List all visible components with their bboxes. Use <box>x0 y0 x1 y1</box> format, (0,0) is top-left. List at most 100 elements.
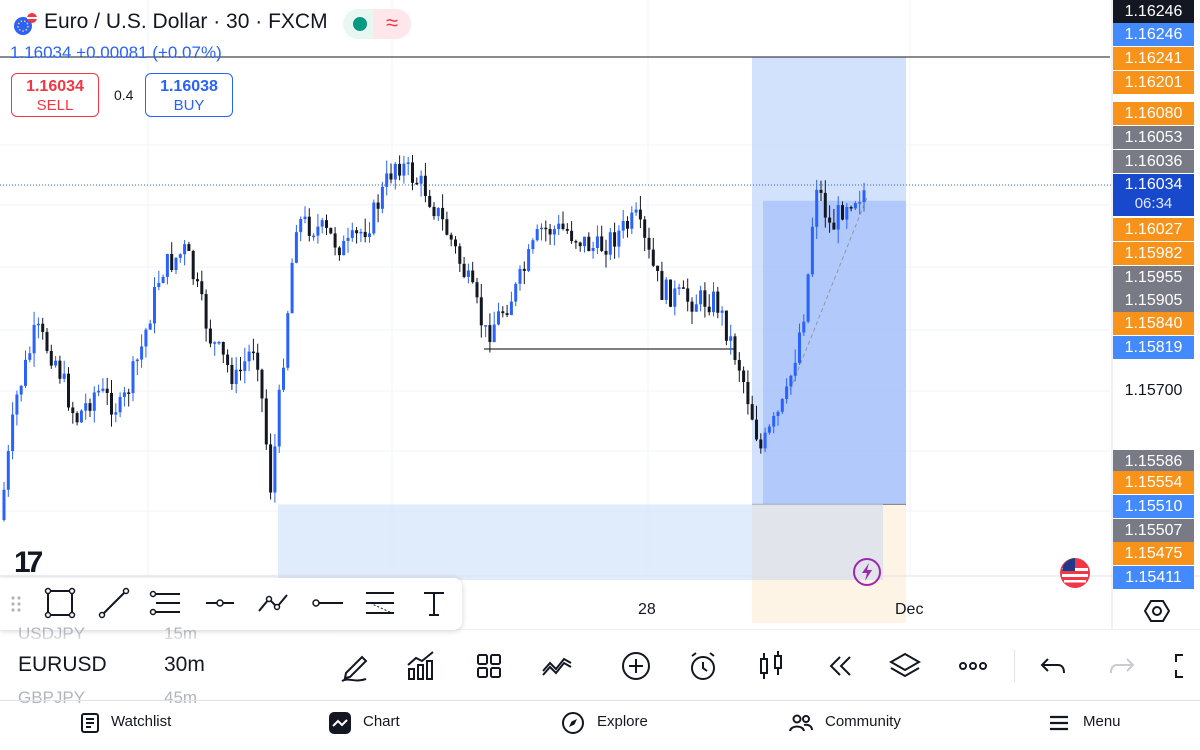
candle-body <box>527 249 531 271</box>
price-label: 1.15819 <box>1113 336 1194 359</box>
candle-body <box>638 209 642 220</box>
candle-body <box>677 287 681 289</box>
candle-body <box>673 288 677 307</box>
data-delay-badge: ≈ <box>373 9 411 39</box>
sell-button[interactable]: 1.16034 SELL <box>11 73 99 117</box>
horizontal-line-tool-icon[interactable] <box>309 585 345 621</box>
undo-icon[interactable] <box>1034 647 1072 685</box>
candle-body <box>630 212 634 229</box>
hamburger-icon <box>1050 715 1068 731</box>
time-label-28: 28 <box>638 601 656 618</box>
candle-body <box>247 351 251 362</box>
candle-body <box>475 282 479 298</box>
candle-body <box>651 249 655 266</box>
nav-chart[interactable]: Chart <box>363 713 400 730</box>
candle-body <box>514 283 518 302</box>
price-label: 1.16246 <box>1113 23 1194 46</box>
candle-body <box>67 373 70 408</box>
trend-line-tool-icon[interactable] <box>96 585 132 621</box>
candles-icon[interactable] <box>752 647 790 685</box>
sell-price: 1.16034 <box>26 78 84 95</box>
community-icon <box>789 714 813 732</box>
text-tool-icon[interactable] <box>416 585 452 621</box>
lightning-icon[interactable] <box>852 557 882 587</box>
candle-body <box>122 392 126 397</box>
candle-body <box>376 202 380 209</box>
candle-body <box>501 311 505 314</box>
candle-body <box>681 287 685 289</box>
picker-fade <box>0 632 330 698</box>
price-label: 1.15905 <box>1113 289 1194 312</box>
time-label-dec: Dec <box>895 601 924 618</box>
compare-icon[interactable] <box>538 647 576 685</box>
candle-body <box>565 228 569 231</box>
replay-icon[interactable] <box>820 647 858 685</box>
indicators-icon[interactable] <box>402 647 440 685</box>
sell-label: SELL <box>36 97 74 114</box>
candle-body <box>6 451 10 490</box>
drawing-pen-icon[interactable] <box>336 647 374 685</box>
candle-body <box>226 354 230 365</box>
nav-divider <box>0 700 1200 701</box>
candle-body <box>251 351 255 354</box>
price-label: 1.15510 <box>1113 495 1194 518</box>
fib-retracement-tool-icon[interactable] <box>148 585 184 621</box>
candle-body <box>471 270 475 283</box>
candle-body <box>88 403 92 411</box>
candle-body <box>191 250 195 280</box>
candle-body <box>759 439 763 449</box>
candle-body <box>208 328 212 344</box>
candle-body <box>497 311 500 325</box>
candle-body <box>561 223 565 229</box>
candle-body <box>432 206 436 217</box>
drag-handle-icon[interactable] <box>8 592 24 616</box>
candle-body <box>815 189 819 227</box>
candle-body <box>690 301 694 312</box>
candle-body <box>2 489 6 520</box>
symbol-title[interactable]: Euro / U.S. Dollar · 30 · FXCM <box>44 10 328 33</box>
alarm-icon[interactable] <box>684 647 722 685</box>
chart-canvas[interactable] <box>0 0 1200 630</box>
path-tool-icon[interactable] <box>255 585 291 621</box>
candle-body <box>462 263 466 277</box>
candle-body <box>716 291 720 313</box>
candle-body <box>380 186 384 209</box>
candle-body <box>712 291 715 313</box>
nav-watchlist[interactable]: Watchlist <box>111 713 172 730</box>
buy-button[interactable]: 1.16038 BUY <box>145 73 233 117</box>
candle-body <box>15 394 19 415</box>
symbol-picker[interactable]: EURUSD <box>18 653 107 676</box>
layers-icon[interactable] <box>886 647 924 685</box>
more-icon[interactable] <box>954 647 992 685</box>
symbol-next[interactable]: GBPJPY <box>18 688 86 707</box>
add-icon[interactable] <box>617 647 655 685</box>
candle-body <box>445 219 449 235</box>
interval-picker[interactable]: 30m <box>164 653 205 676</box>
settings-icon[interactable] <box>1144 598 1170 624</box>
nav-menu[interactable]: Menu <box>1083 713 1121 730</box>
fullscreen-icon[interactable] <box>1168 647 1200 685</box>
us-flag-icon[interactable] <box>1059 557 1091 589</box>
layouts-grid-icon[interactable] <box>470 647 508 685</box>
horizontal-ray-tool-icon[interactable] <box>202 585 238 621</box>
candle-body <box>62 373 66 379</box>
candle-body <box>264 398 268 445</box>
redo-icon[interactable] <box>1103 647 1141 685</box>
candle-body <box>320 220 324 227</box>
candle-body <box>75 413 79 423</box>
tradingview-logo: 17 <box>14 546 43 579</box>
interval-next[interactable]: 45m <box>164 688 198 707</box>
candle-body <box>828 217 832 223</box>
buy-label: BUY <box>173 97 205 114</box>
candle-body <box>84 403 88 411</box>
nav-community[interactable]: Community <box>825 713 901 730</box>
candle-body <box>595 236 599 248</box>
price-label: 1.15840 <box>1113 312 1194 335</box>
rectangle-tool-icon[interactable] <box>42 585 78 621</box>
pitchfork-tool-icon[interactable] <box>362 585 398 621</box>
nav-explore[interactable]: Explore <box>597 713 648 730</box>
candle-body <box>135 359 139 362</box>
candle-body <box>780 398 784 412</box>
candle-body <box>509 301 513 316</box>
candle-body <box>626 221 629 229</box>
